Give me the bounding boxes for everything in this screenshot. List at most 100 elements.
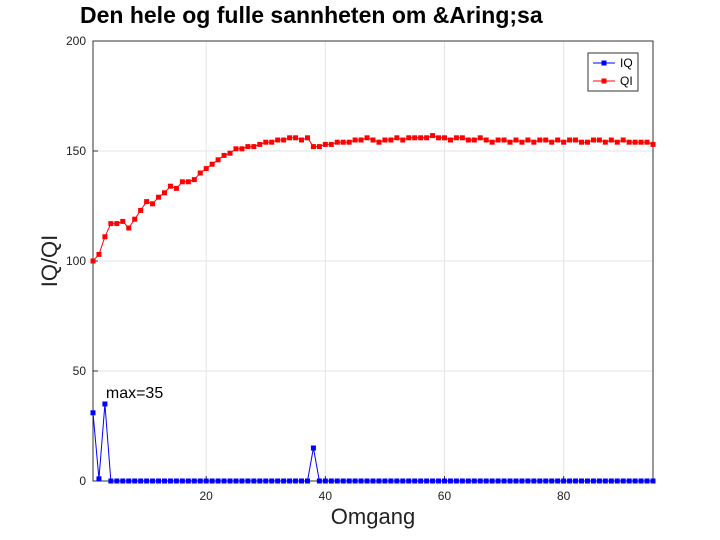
data-point-iq (251, 478, 257, 484)
data-point-iq (459, 478, 465, 484)
data-point-iq (358, 478, 364, 484)
data-point-iq (96, 476, 102, 482)
data-point-qi (263, 139, 269, 145)
data-point-qi (483, 137, 489, 143)
data-point-qi (543, 137, 549, 143)
data-point-qi (304, 135, 310, 141)
data-point-qi (477, 135, 483, 141)
data-point-qi (281, 137, 287, 143)
data-point-iq (352, 478, 358, 484)
data-point-iq (495, 478, 501, 484)
series-line-iq (92, 403, 653, 482)
data-point-qi (531, 139, 537, 145)
data-point-iq (156, 478, 162, 484)
data-point-qi (382, 137, 388, 143)
data-point-qi (626, 139, 632, 145)
data-point-qi (549, 139, 555, 145)
data-point-iq (328, 478, 334, 484)
data-point-qi (114, 221, 120, 227)
x-tick-label: 40 (319, 489, 333, 503)
y-tick-label: 50 (73, 364, 87, 378)
data-point-qi (144, 199, 150, 205)
data-point-iq (501, 478, 507, 484)
data-point-qi (507, 139, 513, 145)
data-point-qi (596, 137, 602, 143)
data-point-iq (573, 478, 579, 484)
data-point-iq (579, 478, 585, 484)
data-point-qi (424, 135, 430, 141)
data-point-iq (650, 478, 656, 484)
data-point-qi (459, 135, 465, 141)
data-point-iq (537, 478, 543, 484)
data-point-iq (233, 478, 239, 484)
data-point-qi (340, 139, 346, 145)
data-point-iq (90, 410, 96, 416)
data-point-iq (412, 478, 418, 484)
data-point-qi (590, 137, 596, 143)
data-point-iq (513, 478, 519, 484)
data-point-iq (614, 478, 620, 484)
data-point-qi (334, 139, 340, 145)
data-point-iq (114, 478, 120, 484)
data-point-qi (555, 137, 561, 143)
data-point-iq (150, 478, 156, 484)
data-point-iq (626, 478, 632, 484)
series-layer (90, 133, 656, 484)
data-point-iq (173, 478, 179, 484)
data-point-iq (441, 478, 447, 484)
data-point-qi (173, 185, 179, 191)
data-point-iq (424, 478, 430, 484)
data-point-iq (376, 478, 382, 484)
data-point-qi (221, 152, 227, 158)
data-point-iq (108, 478, 114, 484)
data-point-iq (602, 478, 608, 484)
data-point-qi (126, 225, 132, 231)
data-point-qi (406, 135, 412, 141)
data-point-qi (191, 177, 197, 183)
data-point-qi (573, 137, 579, 143)
data-point-qi (293, 135, 299, 141)
data-point-qi (287, 135, 293, 141)
data-point-iq (191, 478, 197, 484)
data-point-iq (340, 478, 346, 484)
data-point-iq (567, 478, 573, 484)
data-point-iq (370, 478, 376, 484)
data-point-qi (257, 141, 263, 147)
data-point-iq (632, 478, 638, 484)
data-point-iq (346, 478, 352, 484)
data-point-iq (221, 478, 227, 484)
data-point-qi (138, 207, 144, 213)
data-point-qi (310, 144, 316, 150)
data-point-qi (132, 216, 138, 222)
data-point-iq (620, 478, 626, 484)
data-point-qi (108, 221, 114, 227)
data-point-iq (608, 478, 614, 484)
legend-label-iq: IQ (620, 56, 633, 70)
legend-marker-qi (601, 78, 607, 84)
data-point-qi (215, 157, 221, 163)
data-point-qi (394, 135, 400, 141)
data-point-qi (436, 135, 442, 141)
data-point-qi (519, 139, 525, 145)
data-point-qi (185, 179, 191, 185)
series-iq (90, 401, 656, 484)
legend: IQ QI (587, 52, 639, 92)
data-point-iq (596, 478, 602, 484)
data-point-qi (167, 183, 173, 189)
data-point-iq (644, 478, 650, 484)
data-point-qi (150, 201, 156, 207)
data-point-qi (650, 141, 656, 147)
data-point-qi (316, 144, 322, 150)
data-point-qi (299, 137, 305, 143)
data-point-iq (382, 478, 388, 484)
data-point-iq (126, 478, 132, 484)
data-point-qi (632, 139, 638, 145)
x-tick-label: 80 (557, 489, 571, 503)
data-point-iq (287, 478, 293, 484)
data-point-iq (263, 478, 269, 484)
data-point-iq (453, 478, 459, 484)
data-point-iq (197, 478, 203, 484)
data-point-iq (179, 478, 185, 484)
data-point-iq (269, 478, 275, 484)
